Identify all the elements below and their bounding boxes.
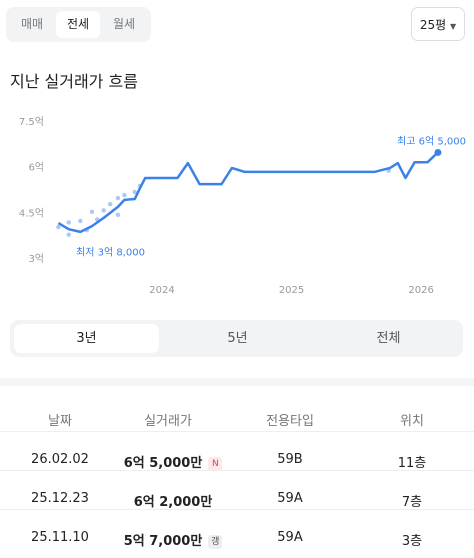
min-annotation: 최저 3억 8,000 [76,247,145,259]
section-title: 지난 실거래가 흐름 [10,72,138,91]
price-cell: 5억 7,000만 갱 [108,530,238,549]
deal-table: 날짜 실거래가 전용타입 위치 26.02.02 6억 5,000만 N 59B 11층 25.1… [0,400,474,558]
date: 25.12.23 [31,491,89,506]
deal-dot [66,232,71,237]
price-line [57,151,439,234]
date: 25.11.10 [31,530,89,545]
floor: 11층 [397,456,427,471]
floor: 7층 [401,495,423,510]
badge: 갱 [208,534,223,549]
area-type: 59A [277,530,303,545]
size-label: 25평 [419,18,447,32]
deal-dot [56,224,61,230]
price-cell: 6억 5,000만 N [108,452,238,471]
date: 26.02.02 [31,452,89,467]
divider [0,378,474,386]
price: 5억 7,000만 [123,534,203,549]
last-point [434,148,442,156]
column-header: 날짜 [48,414,72,429]
x-tick-label: 2025 [279,285,304,296]
area-type: 59A [277,491,303,506]
deal-dot [101,208,106,213]
y-tick-label: 6억 [28,162,44,174]
y-tick-label: 4.5억 [19,207,44,219]
caret: ▼ [449,22,457,31]
y-tick-label: 3억 [28,253,44,265]
row-divider [0,470,474,471]
x-tick-label: 2026 [408,285,433,296]
deal-dot [107,202,113,207]
deal-dot [66,220,71,225]
deal-type-tab[interactable]: 월세 [112,17,136,31]
deal-type-tab[interactable]: 매매 [20,17,44,31]
floor: 3층 [401,534,423,549]
badge: N [208,456,223,471]
period-tab[interactable]: 3년 [14,324,159,353]
column-header: 실거래가 [144,414,192,429]
y-tick-label: 7.5억 [19,116,44,128]
x-tick-label: 2024 [149,285,174,296]
deal-dot [78,218,83,224]
row-divider [0,431,474,432]
deal-dot [89,209,95,215]
period-tab[interactable]: 전체 [376,331,401,346]
deal-type-tab[interactable]: 전세 [56,11,100,38]
column-header: 위치 [400,414,424,429]
deal-dot [132,189,137,195]
max-annotation: 최고 6억 5,000 [397,135,466,147]
column-header: 전용타입 [266,414,314,429]
price: 6억 5,000만 [123,456,203,471]
area-type: 59B [277,452,303,467]
deal-type-tabs: 매매 전세 월세 [6,7,151,42]
period-tabs: 3년 5년 전체 [10,320,463,357]
period-tab[interactable]: 5년 [227,331,248,346]
size-select[interactable]: 25평 ▼ [411,7,465,41]
deal-dot [122,192,127,198]
row-divider [0,509,474,510]
deal-dot [115,195,121,201]
price-cell: 6억 2,000만 [108,491,238,510]
deal-dot [115,212,121,218]
price: 6억 2,000만 [133,495,213,510]
chart: 3억 4.5억 6억 7.5억 2024 2025 2026 최고 6억 5,000 최저 3억… [19,116,466,296]
